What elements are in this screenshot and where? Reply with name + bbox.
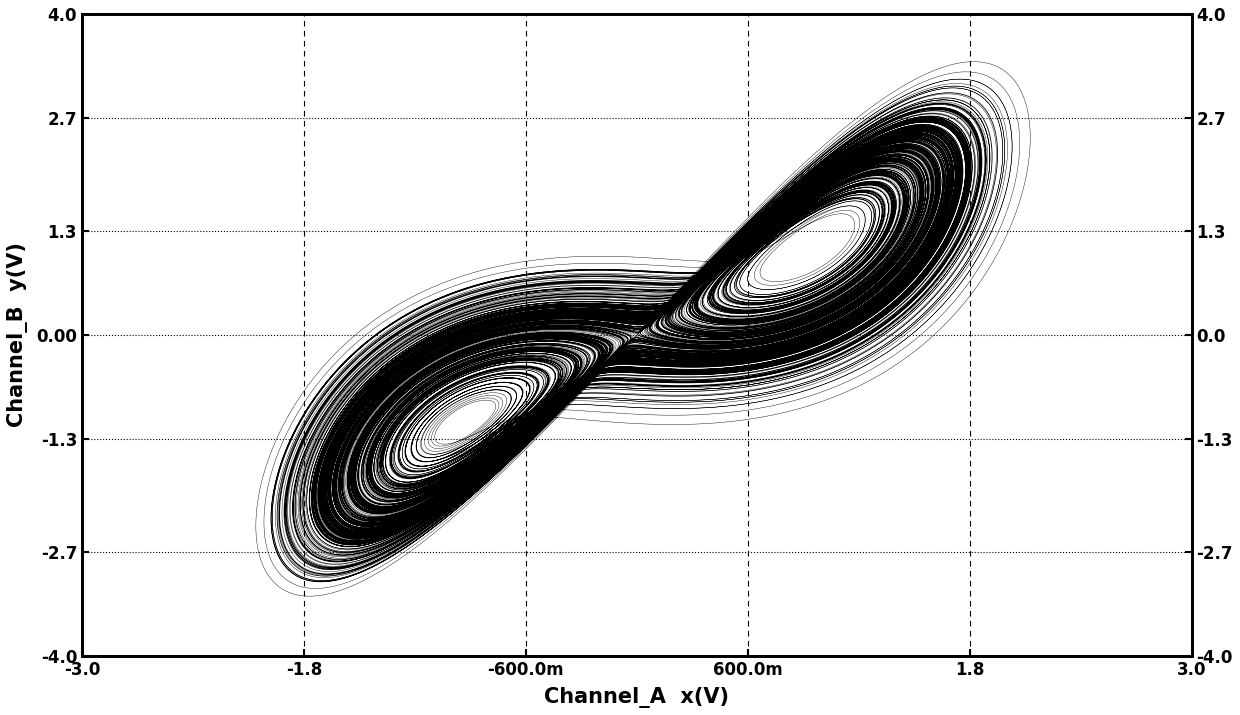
X-axis label: Channel_A  x(V): Channel_A x(V) [544, 687, 729, 708]
Y-axis label: Channel_B  y(V): Channel_B y(V) [7, 242, 29, 428]
